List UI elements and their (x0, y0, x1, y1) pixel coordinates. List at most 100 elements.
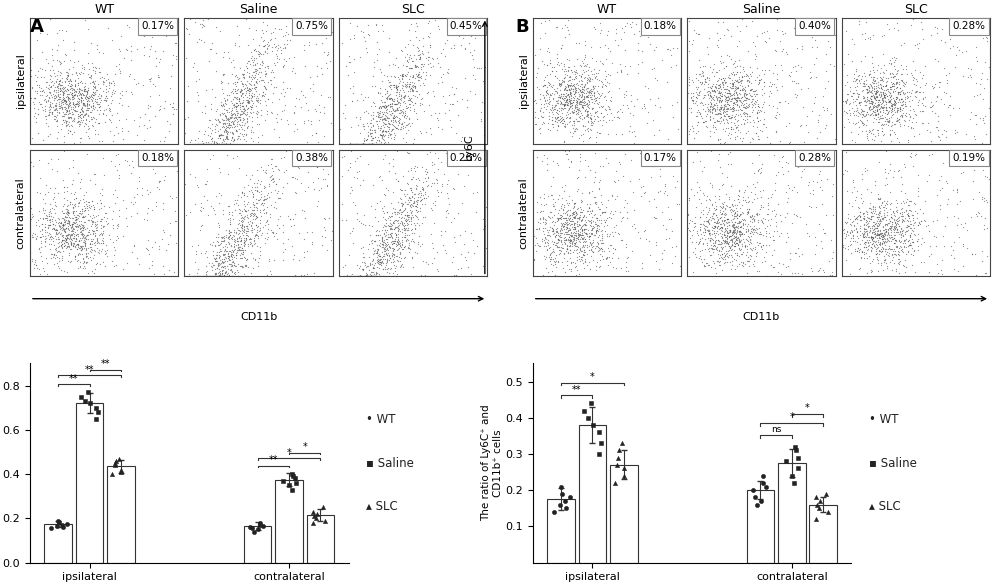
Point (247, 45, 263, 54)
Point (226, 135, 242, 145)
Point (424, 206, 440, 215)
Point (226, 236, 242, 246)
Point (584, 225, 600, 234)
Point (552, 79, 568, 88)
Point (557, 180, 573, 190)
Point (754, 159, 770, 169)
Point (932, 135, 948, 144)
Point (245, 193, 261, 202)
Point (706, 228, 722, 237)
Point (705, 241, 721, 251)
Point (394, 241, 410, 250)
Point (870, 209, 886, 219)
Point (346, 140, 362, 149)
Point (839, 95, 855, 104)
Point (582, 74, 598, 84)
Point (559, 79, 575, 88)
Point (719, 234, 735, 244)
Point (864, 228, 880, 237)
Point (743, 227, 759, 236)
Point (48, 217, 64, 226)
Point (529, 83, 545, 92)
Point (66, 90, 82, 100)
Point (555, 91, 571, 101)
Point (190, 90, 206, 100)
Point (842, 219, 858, 229)
Point (697, 74, 713, 84)
Point (74, 233, 90, 243)
Point (587, 97, 603, 106)
Point (234, 225, 250, 234)
Point (93, 91, 109, 101)
Point (256, 82, 272, 91)
Point (215, 88, 231, 97)
Point (381, 140, 397, 149)
Point (619, 213, 635, 223)
Point (722, 104, 738, 114)
Point (648, 241, 664, 250)
Point (93, 223, 109, 233)
Point (739, 110, 755, 119)
Point (864, 244, 880, 253)
Point (887, 217, 903, 227)
Point (692, 224, 708, 234)
Point (226, 246, 242, 255)
Point (75, 237, 91, 246)
Point (873, 231, 889, 240)
Point (40, 223, 56, 232)
Point (577, 80, 593, 89)
Point (758, 240, 774, 249)
Point (915, 93, 931, 103)
Text: Ly6C: Ly6C (464, 134, 474, 161)
Point (780, 180, 796, 189)
Point (882, 69, 898, 78)
Point (840, 89, 856, 98)
Point (62, 81, 78, 91)
Point (877, 225, 893, 234)
Point (922, 127, 938, 137)
Point (565, 213, 581, 222)
Point (243, 90, 259, 100)
Point (972, 114, 988, 123)
Point (225, 251, 241, 260)
Point (591, 97, 607, 106)
Point (544, 63, 560, 72)
Point (945, 186, 961, 195)
Point (32, 269, 48, 278)
Point (257, 234, 273, 243)
Point (104, 469, 120, 479)
Point (233, 246, 249, 255)
Point (198, 272, 214, 281)
Point (251, 47, 267, 57)
Point (391, 140, 407, 149)
Point (77, 79, 93, 88)
Point (895, 80, 911, 89)
Point (361, 30, 377, 40)
Point (400, 213, 416, 222)
Point (942, 91, 958, 100)
Point (707, 222, 723, 231)
Point (567, 67, 583, 77)
Point (268, 179, 284, 189)
Point (907, 230, 923, 240)
Point (949, 42, 965, 52)
Point (873, 258, 889, 268)
Point (954, 47, 970, 56)
Point (261, 257, 277, 266)
Point (561, 75, 577, 84)
Point (869, 231, 885, 240)
Point (361, 252, 377, 261)
Point (721, 100, 737, 110)
Point (954, 19, 970, 29)
Point (221, 234, 237, 243)
Point (897, 189, 913, 198)
Point (888, 74, 904, 84)
Point (788, 78, 804, 87)
Point (71, 94, 87, 103)
Point (570, 87, 586, 97)
Point (612, 207, 628, 217)
Point (420, 180, 436, 190)
Point (642, 139, 658, 148)
Point (467, 90, 483, 99)
Point (883, 82, 899, 91)
